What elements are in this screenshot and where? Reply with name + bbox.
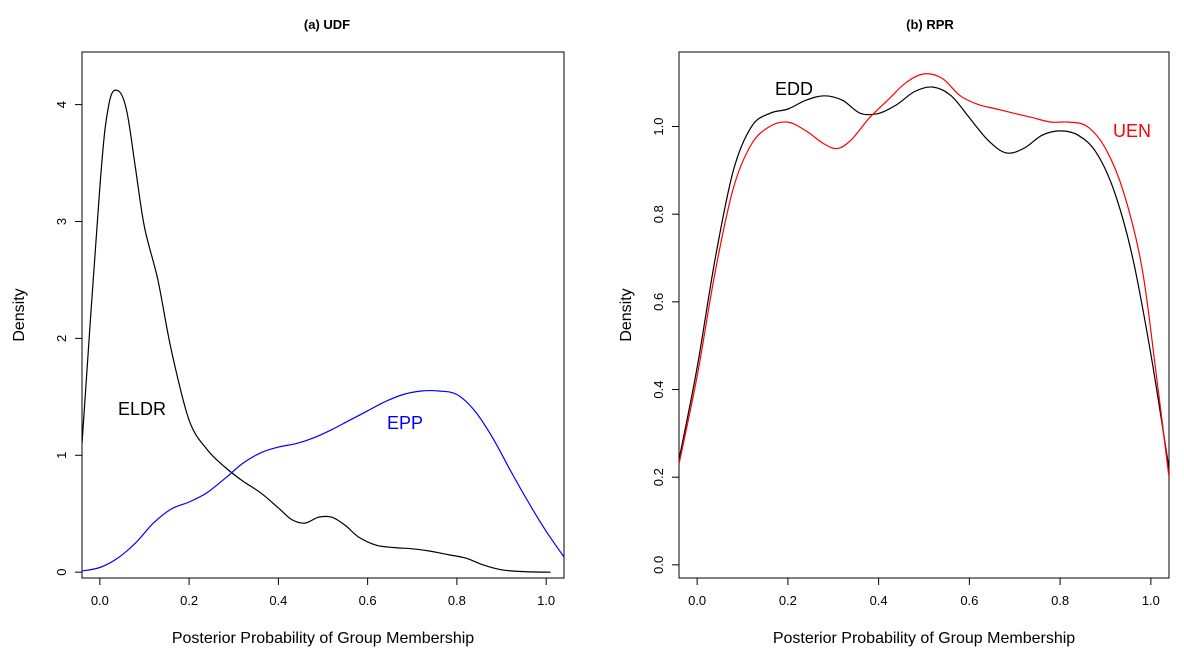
x-tick-label: 0.0 bbox=[688, 593, 706, 608]
y-axis: 0 1 2 3 4 bbox=[54, 101, 82, 576]
series-line-epp bbox=[82, 389, 564, 572]
chart-panel-udf: (a) UDF 0.0 0.2 0.4 0.6 0.8 1.0 0 1 2 3 4 ELDR EP… bbox=[11, 17, 565, 647]
series-label-eldr: ELDR bbox=[118, 399, 166, 419]
x-axis-label: Posterior Probability of Group Membershi… bbox=[172, 630, 474, 647]
y-tick-label: 1.0 bbox=[651, 117, 666, 135]
x-axis: 0.0 0.2 0.4 0.6 0.8 1.0 bbox=[688, 578, 1160, 608]
x-tick-label: 1.0 bbox=[537, 593, 555, 608]
x-tick-label: 0.2 bbox=[180, 593, 198, 608]
x-tick-label: 0.8 bbox=[448, 593, 466, 608]
series-label-epp: EPP bbox=[387, 413, 423, 433]
x-tick-label: 0.0 bbox=[91, 593, 109, 608]
x-tick-label: 0.4 bbox=[269, 593, 287, 608]
x-tick-label: 0.6 bbox=[960, 593, 978, 608]
x-tick-label: 0.8 bbox=[1051, 593, 1069, 608]
y-tick-label: 3 bbox=[54, 218, 69, 225]
y-tick-label: 1 bbox=[54, 452, 69, 459]
plot-frame bbox=[678, 51, 1170, 579]
x-tick-label: 1.0 bbox=[1142, 593, 1160, 608]
chart-title: (b) RPR bbox=[906, 17, 954, 32]
x-axis: 0.0 0.2 0.4 0.6 0.8 1.0 bbox=[91, 578, 555, 608]
series-group bbox=[82, 89, 564, 573]
series-line-eldr bbox=[82, 89, 551, 573]
y-tick-label: 0.6 bbox=[651, 293, 666, 311]
y-tick-label: 0.2 bbox=[651, 468, 666, 486]
series-label-edd: EDD bbox=[775, 79, 813, 99]
y-tick-label: 0 bbox=[54, 569, 69, 576]
y-tick-label: 2 bbox=[54, 335, 69, 342]
y-axis: 0.0 0.2 0.4 0.6 0.8 1.0 bbox=[651, 117, 679, 574]
series-label-uen: UEN bbox=[1113, 121, 1151, 141]
y-axis-label: Density bbox=[618, 288, 635, 341]
x-tick-label: 0.6 bbox=[359, 593, 377, 608]
y-tick-label: 0.8 bbox=[651, 205, 666, 223]
plot-frame bbox=[81, 51, 565, 579]
y-tick-label: 0.4 bbox=[651, 380, 666, 398]
series-line-uen bbox=[679, 73, 1169, 478]
chart-panel-rpr: (b) RPR 0.0 0.2 0.4 0.6 0.8 1.0 0.00.20.40.60… bbox=[618, 17, 1170, 647]
x-axis-label: Posterior Probability of Group Membershi… bbox=[773, 630, 1075, 647]
chart-title: (a) UDF bbox=[304, 17, 350, 32]
y-tick-label: 4 bbox=[54, 101, 69, 108]
series-line-edd bbox=[679, 86, 1169, 469]
x-tick-label: 0.2 bbox=[779, 593, 797, 608]
y-axis-label: Density bbox=[11, 288, 28, 341]
x-tick-label: 0.4 bbox=[870, 593, 888, 608]
series-group bbox=[679, 73, 1169, 478]
y-tick-label: 0.0 bbox=[651, 556, 666, 574]
